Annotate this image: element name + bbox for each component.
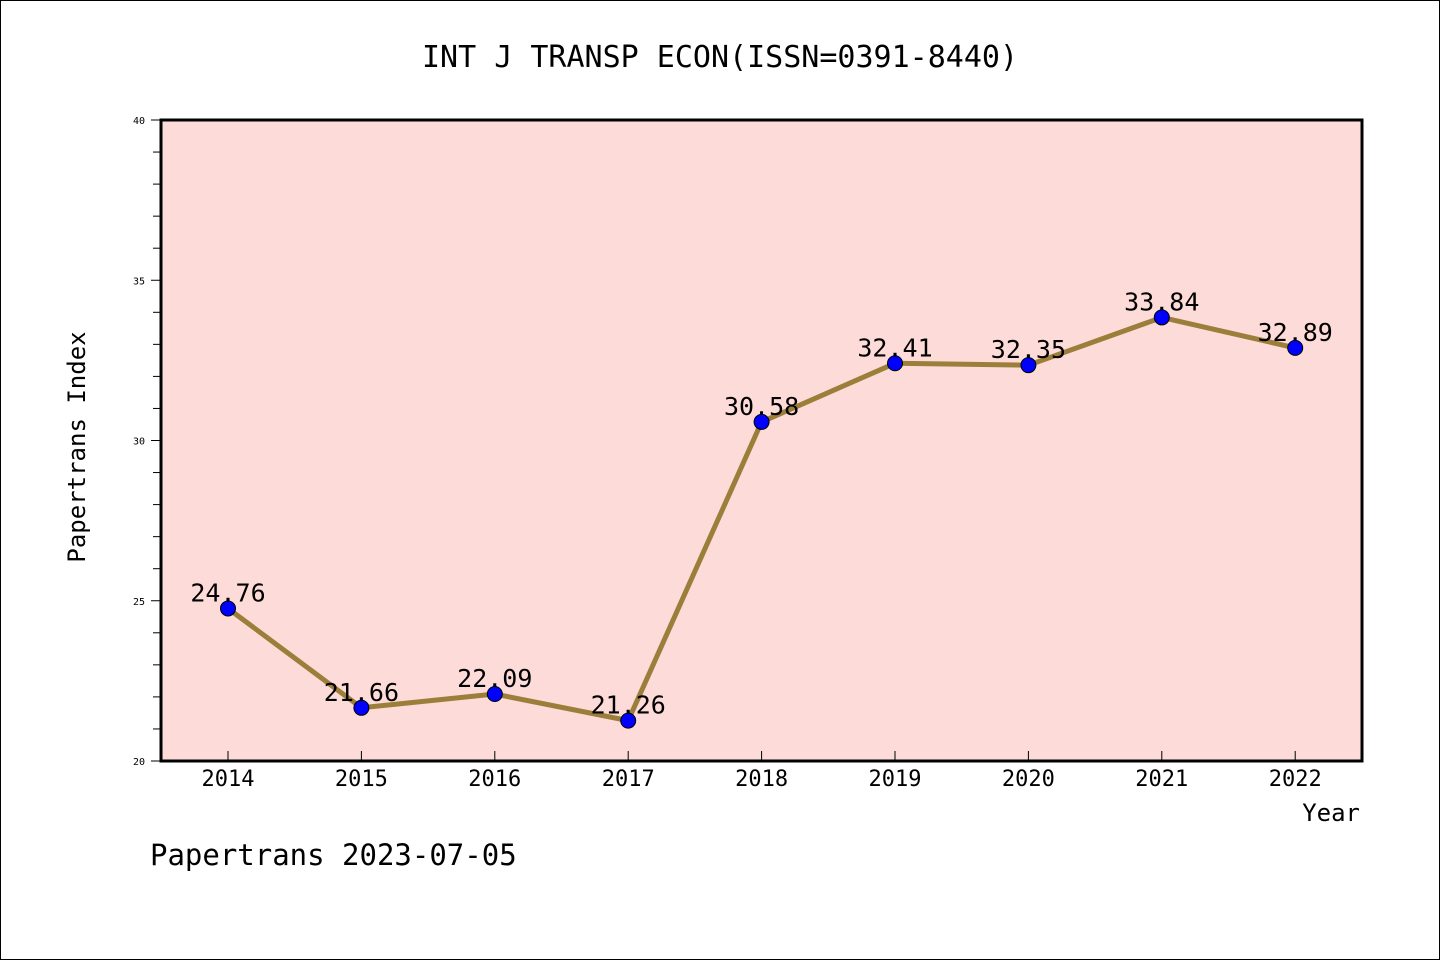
data-point (887, 355, 903, 372)
y-tick-label: 40 (133, 116, 145, 127)
data-label: 32.89 (1258, 318, 1333, 347)
x-tick-label: 2017 (602, 767, 655, 792)
data-label: 30.58 (724, 392, 799, 421)
data-point (353, 699, 370, 716)
data-label: 32.41 (857, 333, 932, 362)
y-tick-label: 25 (133, 597, 145, 608)
y-axis-title: Papertrans Index (63, 331, 91, 562)
data-label: 21.66 (324, 678, 399, 707)
data-label: 32.35 (991, 335, 1066, 364)
chart-title: INT J TRANSP ECON(ISSN=0391-8440) (422, 40, 1018, 75)
y-tick-label: 20 (133, 757, 145, 768)
x-tick-label: 2021 (1135, 767, 1188, 792)
plot-border (159, 118, 1364, 763)
x-tick-label: 2022 (1269, 767, 1322, 792)
data-label: 22.09 (457, 664, 532, 693)
data-point (1153, 309, 1170, 326)
x-tick-label: 2015 (335, 767, 388, 792)
data-point (753, 413, 770, 430)
x-tick-label: 2016 (468, 767, 521, 792)
x-tick-label: 2014 (202, 767, 255, 792)
y-tick-label: 30 (133, 437, 145, 448)
data-point (486, 686, 503, 703)
footer-text: Papertrans 2023-07-05 (150, 838, 517, 872)
data-label: 24.76 (190, 578, 265, 607)
series-layer: 24.76 21.66 22.09 21.26 30.58 32.41 32.35 33.84… (190, 287, 1333, 729)
data-label: 21.26 (591, 691, 666, 720)
data-point (220, 600, 236, 617)
data-point (1287, 339, 1304, 356)
x-tick-label: 2018 (735, 767, 788, 792)
x-tick-label: 2019 (869, 767, 922, 792)
x-tick-label: 2020 (1002, 767, 1055, 792)
data-label: 33.84 (1124, 287, 1199, 316)
data-point (1020, 357, 1037, 374)
x-axis: 2014 2015 2016 2017 2018 2019 2020 2021 2022 (202, 751, 1322, 792)
plot-area (161, 120, 1362, 761)
x-axis-title: Year (1302, 799, 1360, 827)
data-point (620, 712, 637, 729)
y-tick-label: 35 (133, 276, 145, 287)
y-axis: 20 25 30 35 40 (133, 116, 161, 768)
